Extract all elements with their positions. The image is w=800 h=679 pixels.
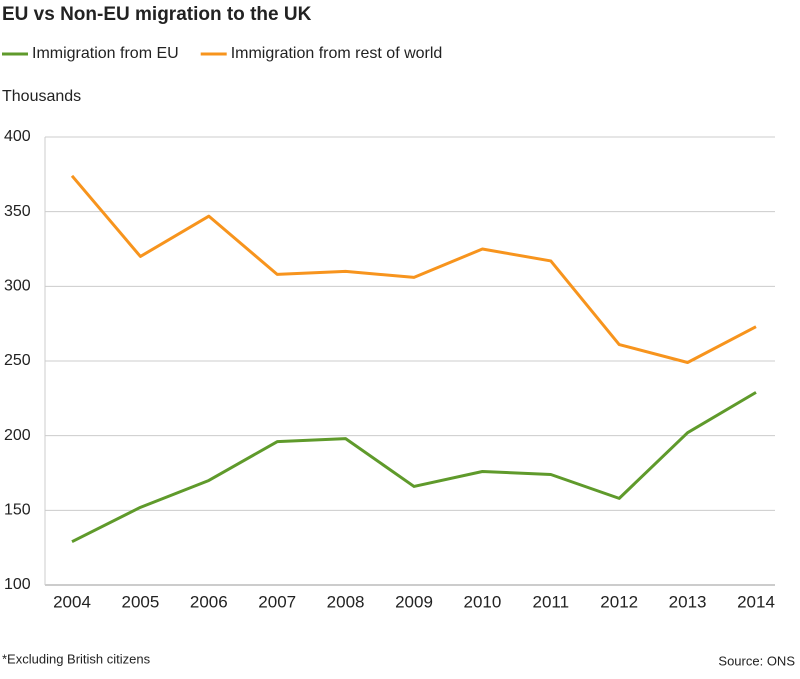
x-tick-label: 2007 [258, 592, 296, 611]
y-tick-label: 350 [4, 203, 31, 220]
chart-title: EU vs Non-EU migration to the UK [2, 4, 312, 25]
x-tick-label: 2008 [327, 592, 365, 611]
legend-label: Immigration from EU [32, 45, 179, 62]
y-tick-label: 150 [4, 502, 31, 519]
legend-label: Immigration from rest of world [231, 45, 443, 62]
x-tick-label: 2004 [53, 592, 91, 611]
x-tick-label: 2009 [395, 592, 433, 611]
x-tick-label: 2010 [463, 592, 501, 611]
x-tick-label: 2014 [737, 592, 775, 611]
y-tick-label: 300 [4, 278, 31, 295]
x-tick-label: 2006 [190, 592, 228, 611]
y-tick-label: 400 [4, 128, 31, 145]
footnote: *Excluding British citizens [2, 651, 151, 666]
y-tick-label: 100 [4, 576, 31, 593]
x-tick-label: 2011 [533, 592, 570, 611]
y-axis-label: Thousands [2, 88, 81, 105]
y-tick-label: 250 [4, 352, 31, 369]
x-tick-label: 2005 [121, 592, 159, 611]
source: Source: ONS [718, 653, 795, 668]
data-line [71, 391, 757, 544]
x-tick-label: 2013 [669, 592, 707, 611]
x-tick-label: 2012 [600, 592, 638, 611]
data-line [70, 174, 757, 364]
legend: Immigration from EU Immigration from rest… [2, 45, 442, 62]
y-tick-label: 200 [4, 427, 31, 444]
